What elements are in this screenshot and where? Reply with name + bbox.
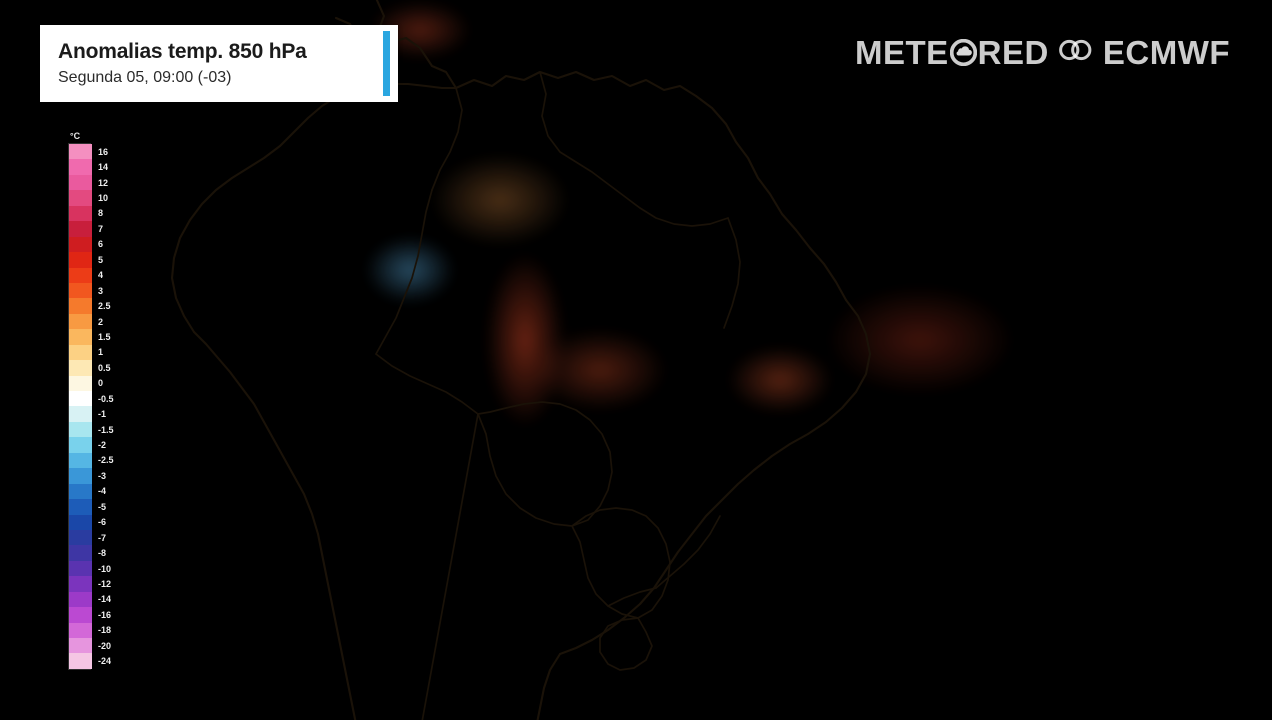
page-title: Anomalias temp. 850 hPa (58, 40, 307, 64)
map-title-card: Anomalias temp. 850 hPa Segunda 05, 09:0… (40, 25, 398, 102)
forecast-timestamp: Segunda 05, 09:00 (-03) (58, 69, 232, 87)
